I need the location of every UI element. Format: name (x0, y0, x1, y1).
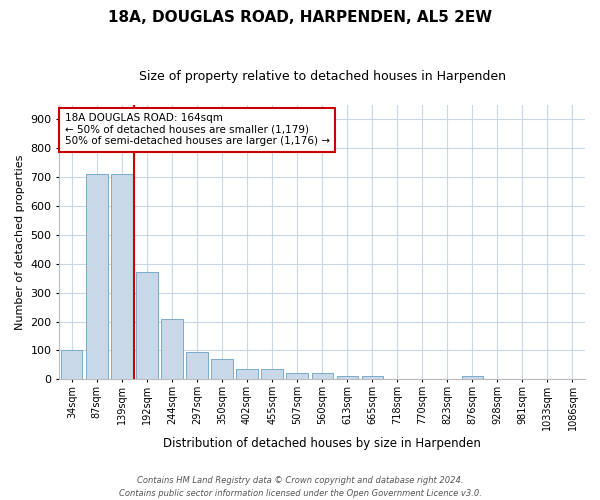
Bar (362, 376, 383, 379)
Bar (286, 374, 308, 379)
Bar (161, 318, 182, 379)
Bar (236, 369, 258, 379)
Text: 18A, DOUGLAS ROAD, HARPENDEN, AL5 2EW: 18A, DOUGLAS ROAD, HARPENDEN, AL5 2EW (108, 10, 492, 25)
Bar (86, 174, 107, 379)
Title: Size of property relative to detached houses in Harpenden: Size of property relative to detached ho… (139, 70, 506, 83)
Bar (311, 374, 333, 379)
Bar (262, 369, 283, 379)
Bar (111, 174, 133, 379)
Y-axis label: Number of detached properties: Number of detached properties (15, 154, 25, 330)
Bar (211, 359, 233, 379)
Text: Contains HM Land Registry data © Crown copyright and database right 2024.
Contai: Contains HM Land Registry data © Crown c… (119, 476, 481, 498)
Bar (462, 376, 483, 379)
X-axis label: Distribution of detached houses by size in Harpenden: Distribution of detached houses by size … (163, 437, 481, 450)
Bar (61, 350, 82, 379)
Bar (136, 272, 158, 379)
Text: 18A DOUGLAS ROAD: 164sqm
← 50% of detached houses are smaller (1,179)
50% of sem: 18A DOUGLAS ROAD: 164sqm ← 50% of detach… (65, 113, 329, 146)
Bar (337, 376, 358, 379)
Bar (187, 352, 208, 379)
